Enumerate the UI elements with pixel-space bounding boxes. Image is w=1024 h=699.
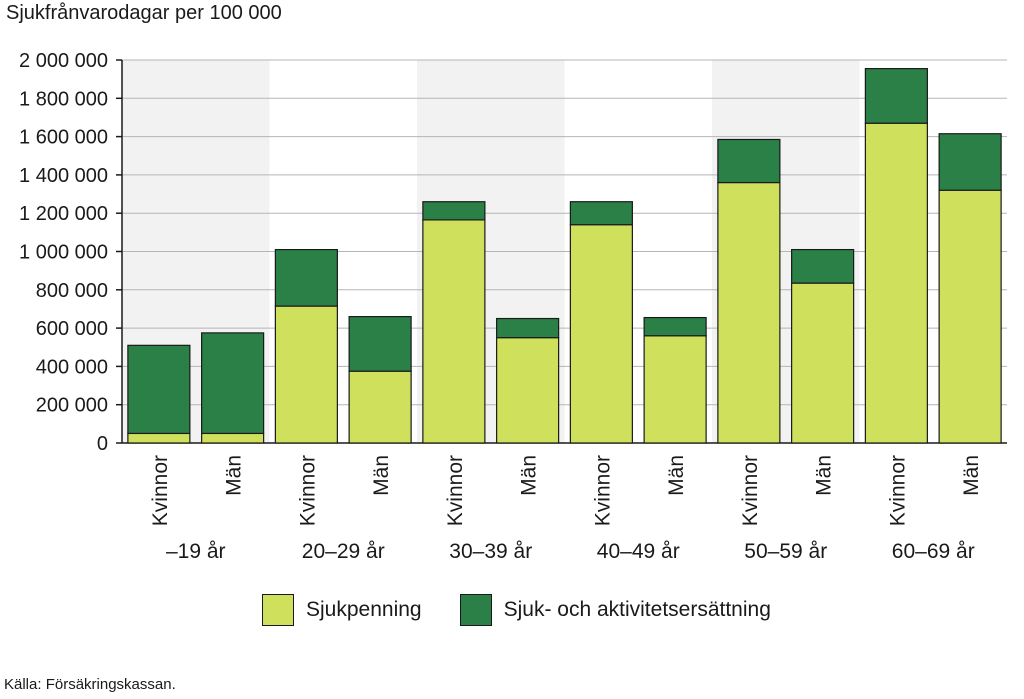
bar-sjuk-och-aktivitetsersattning xyxy=(791,248,855,284)
stacked-bar-chart: 0 200 000 400 000 600 000 800 000 1 000 000 1 … xyxy=(19,50,1007,563)
y-tick-label: 1 000 000 xyxy=(19,242,108,264)
legend: Sjukpenning Sjuk- och aktivitetsersättni… xyxy=(262,594,809,626)
source-note: Källa: Försäkringskassan. xyxy=(4,676,176,693)
bar-sjukpenning xyxy=(643,335,707,444)
x-category-label: Män xyxy=(813,455,836,496)
bar-sjukpenning xyxy=(717,181,781,444)
bar-sjuk-och-aktivitetsersattning xyxy=(274,248,338,307)
y-axis-title: Sjukfrånvarodagar per 100 000 xyxy=(6,2,282,24)
y-tick-label: 0 xyxy=(97,433,108,455)
x-group-label: 20–29 år xyxy=(302,540,385,563)
x-group-label: 40–49 år xyxy=(597,540,680,563)
legend-label-sjuk-och-aktivitetsersattning: Sjuk- och aktivitetsersättning xyxy=(503,598,771,621)
x-group-label: 60–69 år xyxy=(892,540,975,563)
y-tick-label: 800 000 xyxy=(36,280,108,302)
x-category-label: Kvinnor xyxy=(886,455,909,526)
bar-sjuk-och-aktivitetsersattning xyxy=(348,316,412,372)
x-category-label: Män xyxy=(960,455,983,496)
x-group-label: 50–59 år xyxy=(744,540,827,563)
bar-sjukpenning xyxy=(791,282,855,444)
bar-sjuk-och-aktivitetsersattning xyxy=(569,201,633,226)
x-category-label: Kvinnor xyxy=(591,455,614,526)
x-category-label: Kvinnor xyxy=(739,455,762,526)
bar-sjukpenning xyxy=(201,432,265,444)
y-tick-label: 400 000 xyxy=(36,356,108,378)
y-tick-label: 1 600 000 xyxy=(19,127,108,149)
bar-sjukpenning xyxy=(496,337,560,444)
legend-swatch-sjukpenning xyxy=(262,594,294,626)
y-tick-label: 1 800 000 xyxy=(19,88,108,110)
y-tick-label: 1 200 000 xyxy=(19,203,108,225)
x-category-label: Kvinnor xyxy=(444,455,467,526)
x-category-label: Män xyxy=(370,455,393,496)
x-group-label: –19 år xyxy=(166,540,226,563)
x-category-label: Kvinnor xyxy=(149,455,172,526)
bar-sjuk-och-aktivitetsersattning xyxy=(201,332,265,435)
bar-sjukpenning xyxy=(864,122,928,444)
x-category-label: Män xyxy=(223,455,246,496)
y-tick-label: 1 400 000 xyxy=(19,165,108,187)
legend-item-sjukpenning: Sjukpenning xyxy=(262,594,422,626)
bar-sjukpenning xyxy=(422,219,486,444)
bar-sjuk-och-aktivitetsersattning xyxy=(717,138,781,184)
bar-sjuk-och-aktivitetsersattning xyxy=(422,201,486,221)
legend-swatch-sjuk-och-aktivitetsersattning xyxy=(459,594,492,626)
x-category-label: Män xyxy=(518,455,541,496)
x-group-label: 30–39 år xyxy=(449,540,532,563)
bar-sjuk-och-aktivitetsersattning xyxy=(864,68,928,124)
bar-sjuk-och-aktivitetsersattning xyxy=(643,316,707,337)
x-category-label: Män xyxy=(665,455,688,496)
bar-sjukpenning xyxy=(569,224,633,444)
y-tick-label: 200 000 xyxy=(36,395,108,417)
x-category-label: Kvinnor xyxy=(296,455,319,526)
bar-sjukpenning xyxy=(274,305,338,444)
y-tick-label: 2 000 000 xyxy=(19,50,108,72)
bar-sjuk-och-aktivitetsersattning xyxy=(127,344,191,435)
bar-sjukpenning xyxy=(127,432,191,444)
legend-item-sjuk-och-aktivitetsersattning: Sjuk- och aktivitetsersättning xyxy=(459,594,771,626)
bar-sjukpenning xyxy=(938,189,1002,444)
y-tick-label: 600 000 xyxy=(36,318,108,340)
legend-label-sjukpenning: Sjukpenning xyxy=(306,598,422,621)
bar-sjuk-och-aktivitetsersattning xyxy=(938,133,1002,191)
bar-sjukpenning xyxy=(348,370,412,444)
bar-sjuk-och-aktivitetsersattning xyxy=(496,317,560,339)
